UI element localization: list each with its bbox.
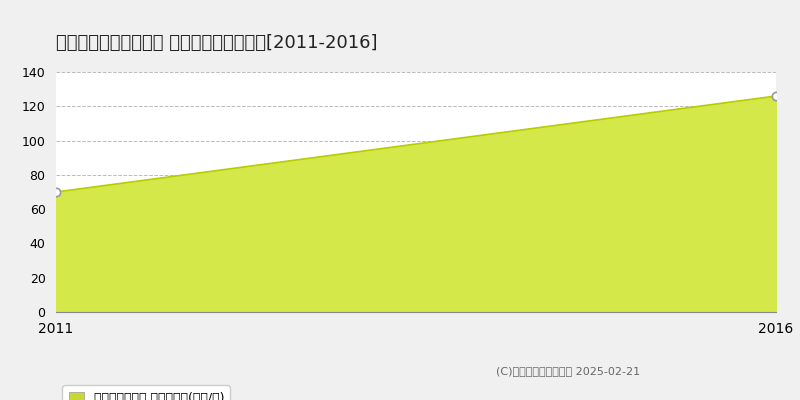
Text: (C)土地価格ドットコム 2025-02-21: (C)土地価格ドットコム 2025-02-21	[496, 366, 640, 376]
Legend: マンション価格 平均坤単価(万円/坤): マンション価格 平均坤単価(万円/坤)	[62, 386, 230, 400]
Text: 名古屋市南区呼続元町 マンション価格推移[2011-2016]: 名古屋市南区呼続元町 マンション価格推移[2011-2016]	[56, 34, 378, 52]
